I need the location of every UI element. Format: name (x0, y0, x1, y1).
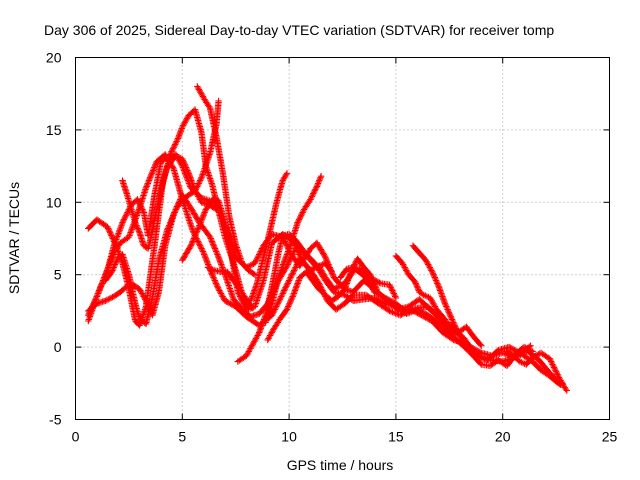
plot-frame (75, 57, 610, 420)
series-track-10 (234, 231, 335, 365)
axis-ticks: 0 5 10 15 20 25 -5 0 5 10 15 20 (46, 50, 618, 445)
x-tick-label: 10 (281, 429, 297, 445)
y-tick-label: 0 (54, 339, 62, 355)
marker-trail (194, 83, 259, 278)
x-axis-title: GPS time / hours (287, 457, 394, 473)
series-track-12 (262, 173, 325, 326)
marker-trail (179, 194, 250, 313)
x-tick-label: 20 (495, 429, 511, 445)
marker-trail (204, 264, 256, 312)
series-track-8 (194, 83, 259, 278)
marker-trail (503, 348, 570, 394)
series-track-6 (119, 152, 220, 252)
marker-trail (392, 252, 485, 349)
chart-title: Day 306 of 2025, Sidereal Day-to-day VTE… (44, 22, 554, 38)
marker-trail (234, 231, 335, 365)
marker-trail (247, 170, 291, 304)
series-track-13 (264, 255, 380, 344)
marker-trail (409, 242, 474, 352)
y-tick-label: -5 (49, 412, 62, 428)
series-track-15 (392, 252, 485, 349)
x-tick-label: 5 (178, 429, 186, 445)
series-track-16 (409, 242, 474, 352)
series-track-5 (102, 97, 222, 328)
marker-trail (102, 97, 222, 328)
series-track-9 (204, 264, 256, 312)
data-marks (85, 83, 570, 394)
marker-trail (337, 264, 400, 302)
series-track-14 (337, 264, 400, 302)
series-track-17 (503, 348, 570, 394)
series-track-7 (179, 194, 250, 313)
y-tick-label: 5 (54, 267, 62, 283)
y-tick-label: 20 (46, 50, 62, 66)
y-axis-title: SDTVAR / TECUs (6, 182, 22, 294)
series-track-11 (247, 170, 291, 304)
y-tick-label: 15 (46, 122, 62, 138)
marker-trail (119, 152, 220, 252)
y-tick-label: 10 (46, 194, 62, 210)
x-tick-label: 15 (388, 429, 404, 445)
x-tick-label: 0 (72, 429, 80, 445)
marker-trail (262, 173, 325, 326)
marker-trail (264, 255, 380, 344)
x-tick-label: 25 (602, 429, 618, 445)
